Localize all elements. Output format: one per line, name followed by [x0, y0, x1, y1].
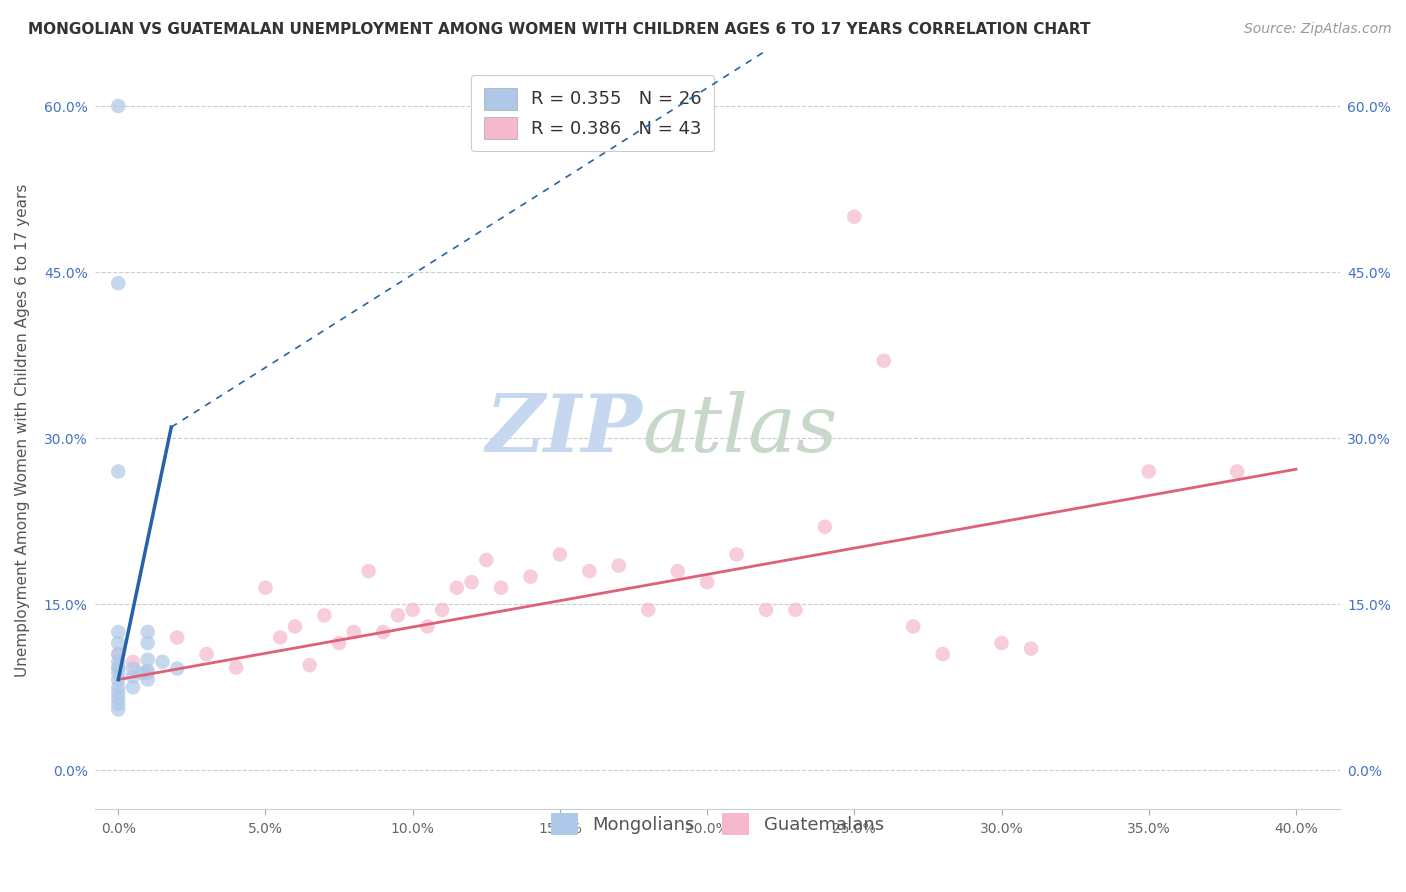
Point: [107, 702, 129, 716]
Point: [548, 548, 571, 562]
Text: ZIP: ZIP: [486, 392, 643, 468]
Point: [725, 548, 748, 562]
Point: [578, 564, 600, 578]
Point: [107, 624, 129, 639]
Point: [343, 624, 366, 639]
Point: [460, 575, 482, 590]
Point: [328, 636, 350, 650]
Point: [107, 276, 129, 290]
Point: [637, 603, 659, 617]
Point: [475, 553, 498, 567]
Point: [107, 660, 129, 674]
Point: [107, 681, 129, 695]
Text: Source: ZipAtlas.com: Source: ZipAtlas.com: [1244, 22, 1392, 37]
Point: [195, 647, 218, 661]
Point: [107, 697, 129, 711]
Point: [1226, 465, 1249, 479]
Point: [814, 520, 837, 534]
Point: [152, 655, 174, 669]
Point: [298, 658, 321, 673]
Point: [122, 655, 145, 669]
Point: [131, 665, 153, 680]
Point: [107, 647, 129, 661]
Point: [931, 647, 953, 661]
Point: [107, 660, 129, 674]
Point: [107, 465, 129, 479]
Point: [873, 353, 896, 368]
Point: [107, 673, 129, 687]
Point: [446, 581, 468, 595]
Point: [314, 608, 336, 623]
Point: [136, 664, 159, 678]
Point: [122, 681, 145, 695]
Point: [107, 99, 129, 113]
Point: [136, 673, 159, 687]
Point: [696, 575, 718, 590]
Point: [107, 636, 129, 650]
Legend: Mongolians, Guatemalans: Mongolians, Guatemalans: [540, 802, 894, 846]
Point: [284, 619, 307, 633]
Point: [107, 665, 129, 680]
Point: [107, 691, 129, 706]
Point: [269, 631, 291, 645]
Point: [225, 660, 247, 674]
Point: [136, 653, 159, 667]
Point: [785, 603, 807, 617]
Point: [254, 581, 277, 595]
Point: [122, 661, 145, 675]
Point: [107, 686, 129, 700]
Point: [666, 564, 689, 578]
Point: [430, 603, 453, 617]
Point: [755, 603, 778, 617]
Point: [166, 631, 188, 645]
Point: [166, 661, 188, 675]
Point: [1137, 465, 1160, 479]
Point: [373, 624, 395, 639]
Point: [607, 558, 630, 573]
Point: [136, 636, 159, 650]
Point: [402, 603, 425, 617]
Point: [1019, 641, 1042, 656]
Text: MONGOLIAN VS GUATEMALAN UNEMPLOYMENT AMONG WOMEN WITH CHILDREN AGES 6 TO 17 YEAR: MONGOLIAN VS GUATEMALAN UNEMPLOYMENT AMO…: [28, 22, 1091, 37]
Point: [489, 581, 512, 595]
Point: [387, 608, 409, 623]
Point: [519, 569, 541, 583]
Point: [844, 210, 866, 224]
Point: [357, 564, 380, 578]
Point: [903, 619, 925, 633]
Point: [136, 665, 159, 680]
Point: [122, 669, 145, 683]
Point: [136, 624, 159, 639]
Point: [990, 636, 1012, 650]
Point: [416, 619, 439, 633]
Point: [107, 655, 129, 669]
Y-axis label: Unemployment Among Women with Children Ages 6 to 17 years: Unemployment Among Women with Children A…: [15, 183, 30, 677]
Text: atlas: atlas: [643, 392, 838, 468]
Point: [107, 647, 129, 661]
